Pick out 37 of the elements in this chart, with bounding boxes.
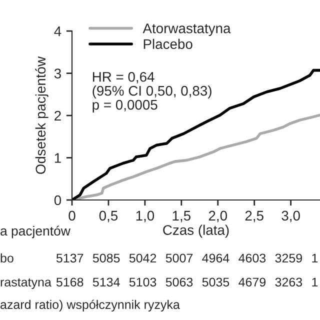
text: 4679: [238, 278, 266, 287]
x-tick-label: 1,5: [172, 210, 190, 222]
text: 3263: [275, 278, 302, 287]
text: bo: [0, 253, 14, 263]
x-tick-label: 0: [68, 210, 76, 221]
y-tick-label: 1: [54, 153, 61, 163]
y-tick-label: 4: [54, 26, 62, 36]
text: 5168: [56, 278, 84, 287]
legend-label: Placebo: [144, 38, 192, 50]
x-tick-label: 2,5: [245, 210, 264, 222]
text: 4964: [202, 254, 230, 263]
x-axis-title: Czas (lata): [163, 224, 229, 238]
text: 1: [312, 278, 318, 286]
legend-label: Atorwastatyna: [142, 24, 231, 36]
text: rastatyna: [0, 278, 52, 290]
text: 3259: [275, 254, 302, 263]
text: 5042: [129, 254, 156, 263]
text: 5007: [166, 254, 193, 263]
text: 4603: [238, 254, 266, 263]
x-tick-label: 3,0: [282, 210, 300, 222]
text: a pacjentów: [0, 226, 70, 238]
y-tick-label: 0: [54, 195, 62, 206]
text: 5134: [92, 278, 120, 287]
text: 1: [312, 254, 318, 262]
text: 5035: [202, 278, 230, 287]
text: 5137: [56, 254, 84, 263]
text: 5063: [166, 278, 193, 287]
x-tick-label: 1,0: [136, 210, 154, 222]
text: 5085: [92, 254, 120, 263]
text: azard ratio) współczynnik ryzyka: [0, 300, 180, 312]
annotation: HR = 0,64 (95% CI 0,50, 0,83) p = 0,0005: [92, 72, 212, 112]
y-axis-title: Odsetek pacjentów: [35, 56, 48, 174]
text: 5103: [129, 278, 156, 287]
y-tick-label: 3: [54, 68, 61, 78]
x-tick-label: 0,5: [99, 210, 118, 222]
x-tick-label: 2,0: [208, 210, 227, 222]
y-tick-label: 2: [54, 110, 61, 121]
